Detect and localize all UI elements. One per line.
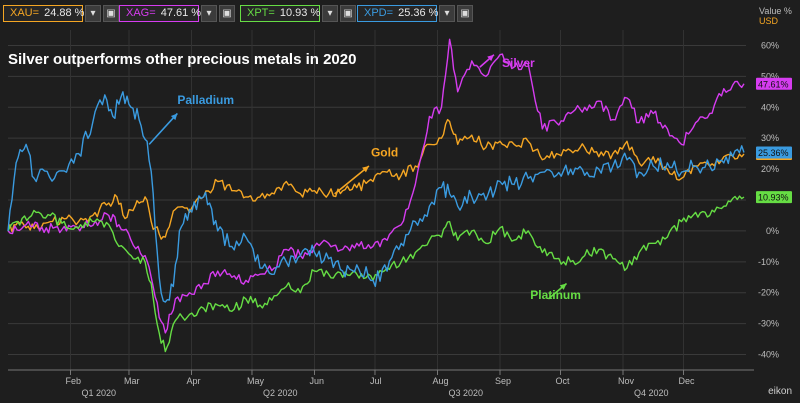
chevron-down-icon[interactable]: ▾ bbox=[201, 5, 217, 22]
x-tick-label: Mar bbox=[124, 376, 140, 386]
chart-title: Silver outperforms other precious metals… bbox=[8, 51, 356, 68]
legend-value: 25.36 % bbox=[395, 7, 439, 19]
annotation-arrowhead bbox=[487, 54, 494, 62]
series-line-palladium bbox=[7, 91, 745, 303]
y-tick-label: -10% bbox=[758, 257, 779, 267]
y-tick-label: 20% bbox=[761, 164, 779, 174]
y-tick-label: 50% bbox=[761, 71, 779, 81]
y-axis-label: Value % bbox=[759, 6, 792, 16]
x-tick-label: Dec bbox=[678, 376, 695, 386]
chevron-down-icon[interactable]: ▾ bbox=[439, 5, 455, 22]
trash-icon[interactable]: ▣ bbox=[103, 5, 119, 22]
annotation-arrow bbox=[148, 112, 178, 145]
x-tick-label: Jun bbox=[309, 376, 324, 386]
end-label-palladium: 25.36% bbox=[758, 148, 789, 158]
legend-ric: XAU= bbox=[10, 7, 40, 19]
legend-value: 10.93 % bbox=[276, 7, 321, 19]
x-tick-label: Oct bbox=[555, 376, 570, 386]
legend-value: 47.61 % bbox=[157, 7, 202, 19]
series-lines bbox=[7, 38, 745, 353]
y-tick-label: -30% bbox=[758, 319, 779, 329]
x-tick-label: May bbox=[247, 376, 265, 386]
chart-axes: -40%-30%-20%-10%0%10%20%30%40%50%60%Valu… bbox=[8, 6, 792, 398]
instrument-legend-bar: XAU= 24.88 % ▾ ▣ XAG= 47.61 % ▾ ▣ XPT= 10.93 %… bbox=[0, 0, 800, 26]
x-quarter-label: Q1 2020 bbox=[81, 388, 116, 398]
chevron-down-icon[interactable]: ▾ bbox=[85, 5, 101, 22]
annotation-arrowhead bbox=[170, 113, 178, 121]
x-tick-label: Aug bbox=[432, 376, 448, 386]
x-tick-label: Nov bbox=[618, 376, 635, 386]
legend-chip-xag[interactable]: XAG= 47.61 % bbox=[119, 5, 202, 22]
y-tick-label: -20% bbox=[758, 288, 779, 298]
watermark: eikon bbox=[768, 386, 792, 397]
legend-value: 24.88 % bbox=[41, 7, 85, 19]
annotation-label: Palladium bbox=[177, 93, 234, 107]
end-label-box-platinum bbox=[756, 191, 792, 204]
end-label-silver: 47.61% bbox=[758, 79, 789, 89]
x-tick-label: Jul bbox=[370, 376, 382, 386]
x-quarter-label: Q3 2020 bbox=[448, 388, 483, 398]
trash-icon[interactable]: ▣ bbox=[457, 5, 473, 22]
y-tick-label: 30% bbox=[761, 133, 779, 143]
x-quarter-label: Q4 2020 bbox=[634, 388, 669, 398]
series-line-silver bbox=[7, 38, 745, 334]
end-label-box-palladium bbox=[756, 146, 792, 159]
chart-annotations: Palladium Gold Silver Platinum bbox=[148, 54, 581, 302]
legend-chip-xau[interactable]: XAU= 24.88 % bbox=[3, 5, 85, 22]
legend-chip-xpd[interactable]: XPD= 25.36 % bbox=[357, 5, 439, 22]
annotation-label: Silver bbox=[502, 56, 535, 70]
series-line-platinum bbox=[7, 195, 745, 353]
y-tick-label: 40% bbox=[761, 102, 779, 112]
trash-icon[interactable]: ▣ bbox=[340, 5, 356, 22]
trash-icon[interactable]: ▣ bbox=[219, 5, 235, 22]
legend-ric: XAG= bbox=[126, 7, 156, 19]
chart-grid bbox=[8, 30, 746, 370]
annotation-label: Platinum bbox=[530, 288, 581, 302]
y-tick-label: 0% bbox=[766, 226, 779, 236]
legend-chip-xpt[interactable]: XPT= 10.93 % bbox=[240, 5, 320, 22]
end-label-platinum: 10.93% bbox=[758, 193, 789, 203]
y-tick-label: 60% bbox=[761, 40, 779, 50]
chevron-down-icon[interactable]: ▾ bbox=[322, 5, 338, 22]
series-line-gold bbox=[7, 118, 745, 240]
legend-ric: XPD= bbox=[364, 7, 394, 19]
legend-ric: XPT= bbox=[247, 7, 275, 19]
x-tick-label: Feb bbox=[66, 376, 82, 386]
y-axis-label: USD bbox=[759, 16, 779, 26]
x-quarter-label: Q2 2020 bbox=[263, 388, 298, 398]
y-tick-label: -40% bbox=[758, 350, 779, 360]
series-end-labels: 24.88%47.61%10.93%25.36% bbox=[756, 77, 792, 204]
annotation-arrow bbox=[334, 165, 370, 195]
annotation-arrowhead bbox=[559, 283, 567, 290]
annotation-label: Gold bbox=[371, 146, 398, 160]
x-tick-label: Apr bbox=[186, 376, 200, 386]
annotation-arrowhead bbox=[362, 166, 369, 173]
x-tick-label: Sep bbox=[495, 376, 511, 386]
end-label-box-silver bbox=[756, 77, 792, 90]
